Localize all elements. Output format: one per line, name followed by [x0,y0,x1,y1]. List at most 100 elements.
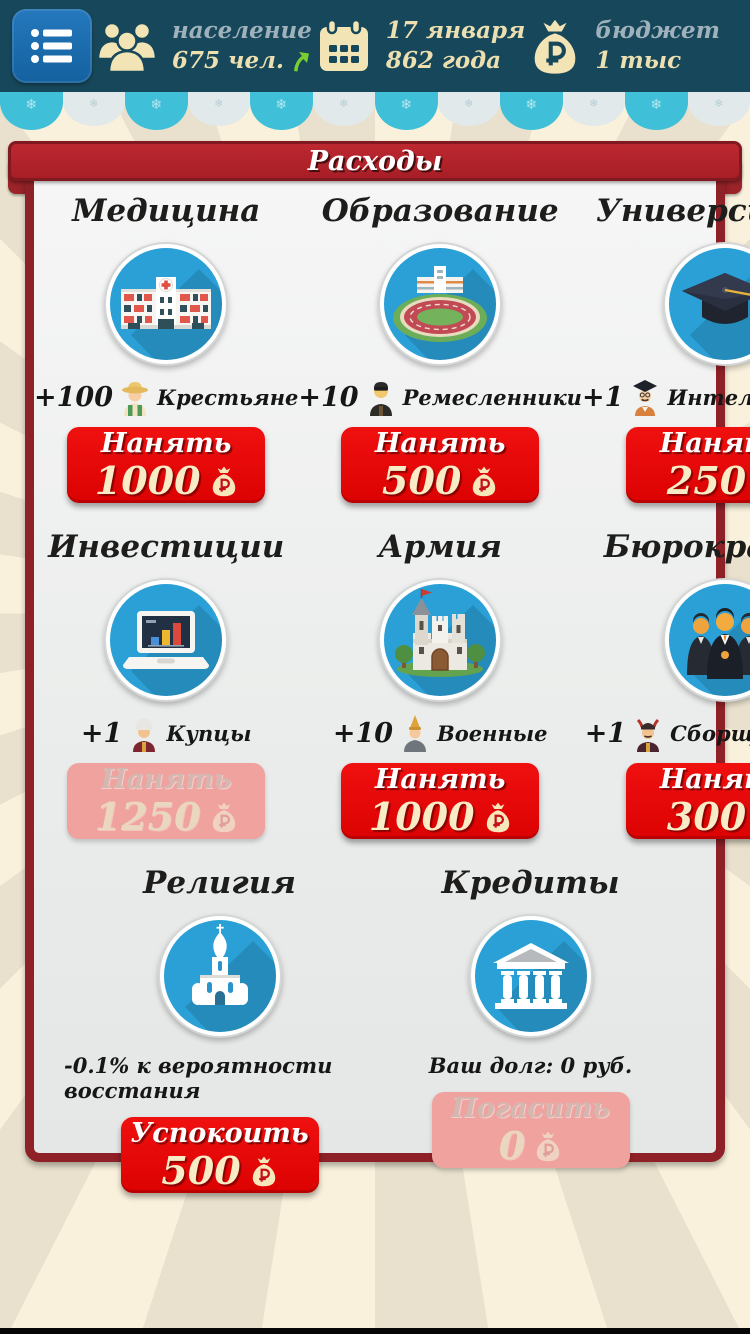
stadium-icon [378,242,503,366]
bonus-row: +1 Интеллигенты [582,377,750,417]
button-cost: 0 [498,1123,526,1168]
population-icon [96,21,158,74]
money-bag-icon [486,802,509,833]
calm-button[interactable]: Успокоить 500 [120,1117,319,1193]
bonus-value: +100 [34,381,113,413]
card-title: Образование [321,193,559,229]
menu-list-icon [31,29,72,63]
money-bag-icon [535,19,576,74]
button-cost: 1000 [368,794,475,839]
unit-label: Крестьяне [156,384,299,410]
growth-arrow-icon [293,51,309,72]
religion-effect-note: -0.1% к вероятности восстания [64,1053,333,1103]
bonus-value: +10 [298,381,359,413]
date-stat: 17 января 862 года [316,16,525,76]
budget-label: бюджет [595,17,720,45]
button-cost: 1250 [94,794,201,839]
money-bag-icon [473,466,496,497]
merchant-icon [133,718,156,752]
bottom-bar [0,1328,750,1334]
peasant-icon [121,382,148,416]
button-action-label: Нанять [100,764,232,795]
card-university: Университет +1 [582,193,750,503]
bonus-value: +1 [581,381,624,413]
card-title: Армия [378,529,502,565]
craftsman-icon [369,382,392,416]
date-line1: 17 января [385,17,526,45]
hire-button[interactable]: Нанять 300 [626,763,750,839]
menu-button[interactable] [12,9,92,83]
unit-label: Военные [437,720,548,746]
card-religion: Религия [64,865,375,1193]
money-bag-icon [537,1131,560,1162]
card-investments: Инвестиции +1 [34,529,298,839]
expenses-panel: Медицина [25,158,750,1193]
hire-button[interactable]: Нанять 500 [341,427,540,503]
debt-note: Ваш долг: 0 руб. [428,1053,633,1078]
card-title: Инвестиции [48,529,285,565]
bank-icon [468,914,593,1038]
button-action-label: Нанять [374,428,506,459]
unit-label: Купцы [166,720,252,746]
button-action-label: Нанять [374,764,506,795]
unit-label: Интеллигенты [667,384,750,410]
bonus-value: +10 [332,717,394,749]
button-cost: 500 [161,1148,241,1193]
money-bag-icon [212,466,235,497]
budget-stat: бюджет 1 тыс [529,16,720,76]
card-education: Образование +10 [298,193,582,503]
card-medicine: Медицина [34,193,298,503]
money-bag-icon [252,1156,275,1187]
hire-button-disabled[interactable]: Нанять 1250 [67,763,266,839]
castle-icon [378,578,503,702]
bonus-row: +1 Купцы [80,713,252,753]
topbar: население 675 чел. 17 января 862 года [0,0,750,92]
hire-button[interactable]: Нанять 1000 [341,763,540,839]
button-action-label: Успокоить [130,1118,309,1149]
budget-value: 1 тыс [595,47,682,74]
unit-label: Ремесленники [402,384,582,410]
population-stat: население 675 чел. [96,16,312,76]
card-title: Религия [143,865,296,901]
calendar-icon [319,18,368,71]
panel-header-ribbon: Расходы [8,141,742,181]
bonus-value: +1 [80,717,123,749]
button-cost: 500 [382,458,462,503]
bonus-row: +1 Сборщики дани [585,713,750,753]
unit-label: Сборщики дани [670,720,750,746]
button-cost: 300 [666,794,747,839]
button-action-label: Нанять [100,428,232,459]
hire-button[interactable]: Нанять 1000 [67,427,266,503]
money-bag-icon [212,802,235,833]
graduation-cap-icon [663,242,750,366]
button-action-label: Нанять [659,764,750,795]
card-title: Медицина [72,193,261,229]
bonus-row: +10 Ремесленники [298,377,582,417]
card-title: Бюрократия [603,529,750,565]
card-bureaucracy: Бюрократия [582,529,750,839]
population-label: население [171,17,312,45]
card-army: Армия [298,529,582,839]
soldier-icon [404,715,427,752]
button-cost: 250 [666,458,747,503]
card-title: Университет [595,193,750,229]
card-title: Кредиты [441,865,620,901]
bonus-row: +10 Военные [333,713,548,753]
awning-decoration [0,92,750,132]
panel-title: Расходы [307,145,443,177]
tax-collector-icon [637,718,660,752]
laptop-chart-icon [104,578,229,702]
card-credits: Кредиты [375,865,686,1193]
button-action-label: Нанять [659,428,750,459]
cards-grid-bottom: Религия [34,865,716,1193]
button-action-label: Погасить [451,1093,610,1124]
hospital-icon [104,242,229,366]
date-line2: 862 года [385,47,502,74]
bonus-value: +1 [584,717,627,749]
button-cost: 1000 [94,458,201,503]
hire-button[interactable]: Нанять 250 [626,427,750,503]
repay-button-disabled[interactable]: Погасить 0 [431,1092,630,1168]
bonus-row: +100 Крестьяне [34,377,298,417]
intellectual-icon [633,380,658,416]
cards-grid: Медицина [34,193,750,839]
